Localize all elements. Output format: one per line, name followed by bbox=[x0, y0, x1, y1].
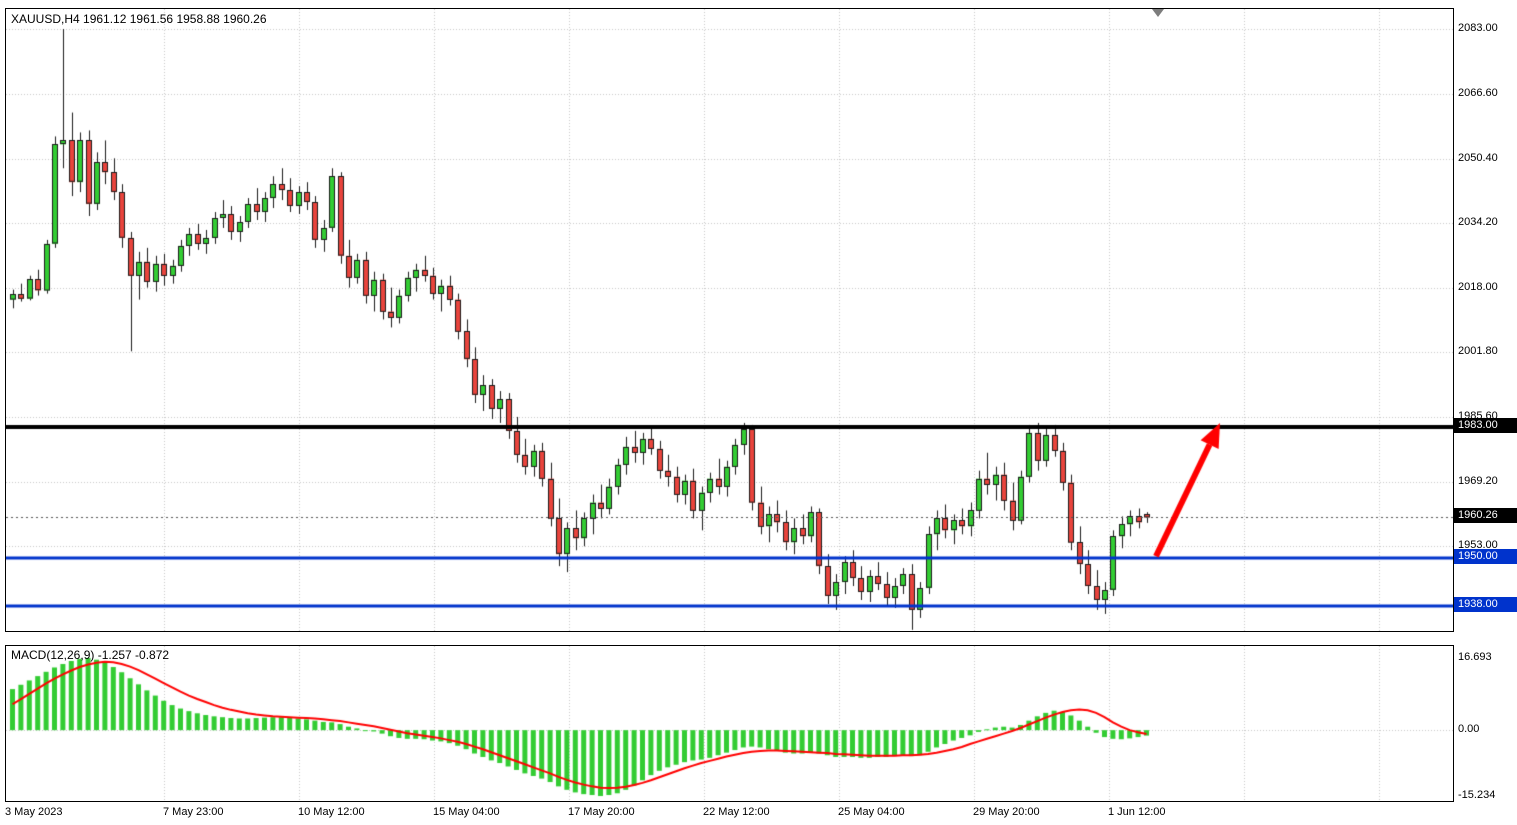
macd-chart-canvas[interactable] bbox=[6, 646, 1453, 801]
time-axis-label: 1 Jun 12:00 bbox=[1108, 806, 1166, 818]
price-tick-label: 1969.20 bbox=[1458, 474, 1498, 487]
price-tick-label: 2018.00 bbox=[1458, 280, 1498, 293]
time-axis-label: 29 May 20:00 bbox=[973, 806, 1040, 818]
time-axis-label: 22 May 12:00 bbox=[703, 806, 770, 818]
price-tick-label: 2001.80 bbox=[1458, 345, 1498, 358]
macd-indicator-pane[interactable]: MACD(12,26,9) -1.257 -0.872 bbox=[5, 645, 1454, 802]
price-tick-label: 1953.00 bbox=[1458, 539, 1498, 552]
price-tick-label: 2050.40 bbox=[1458, 151, 1498, 164]
time-axis-label: 25 May 04:00 bbox=[838, 806, 905, 818]
price-marker-label: 1938.00 bbox=[1454, 596, 1517, 612]
time-axis-label: 15 May 04:00 bbox=[433, 806, 500, 818]
price-tick-label: 2066.60 bbox=[1458, 87, 1498, 100]
macd-tick-label: -15.234 bbox=[1458, 789, 1496, 802]
macd-indicator-readout: MACD(12,26,9) -1.257 -0.872 bbox=[11, 648, 170, 662]
chart-shift-marker-icon[interactable] bbox=[1152, 9, 1164, 17]
price-marker-label: 1950.00 bbox=[1454, 549, 1517, 565]
main-chart-pane[interactable]: XAUUSD,H4 1961.12 1961.56 1958.88 1960.2… bbox=[5, 8, 1454, 632]
candlestick-chart-canvas[interactable] bbox=[6, 9, 1453, 631]
time-axis-label: 7 May 23:00 bbox=[163, 806, 224, 818]
time-axis[interactable]: 3 May 2023 7 May 23:00 10 May 12:00 15 May … bbox=[0, 803, 1517, 825]
price-marker-label: 1960.26 bbox=[1454, 508, 1517, 524]
price-marker-label: 1983.00 bbox=[1454, 417, 1517, 433]
time-axis-label: 17 May 20:00 bbox=[568, 806, 635, 818]
price-axis[interactable]: 2083.00 2066.60 2050.40 2034.20 2018.00 2001.… bbox=[1454, 0, 1517, 803]
time-axis-label: 10 May 12:00 bbox=[298, 806, 365, 818]
macd-tick-label: 0.00 bbox=[1458, 723, 1480, 736]
symbol-ohlc-readout: XAUUSD,H4 1961.12 1961.56 1958.88 1960.2… bbox=[11, 12, 267, 26]
price-tick-label: 2034.20 bbox=[1458, 216, 1498, 229]
time-axis-label: 3 May 2023 bbox=[5, 806, 63, 818]
price-tick-label: 2083.00 bbox=[1458, 22, 1498, 34]
macd-tick-label: 16.693 bbox=[1458, 651, 1492, 663]
